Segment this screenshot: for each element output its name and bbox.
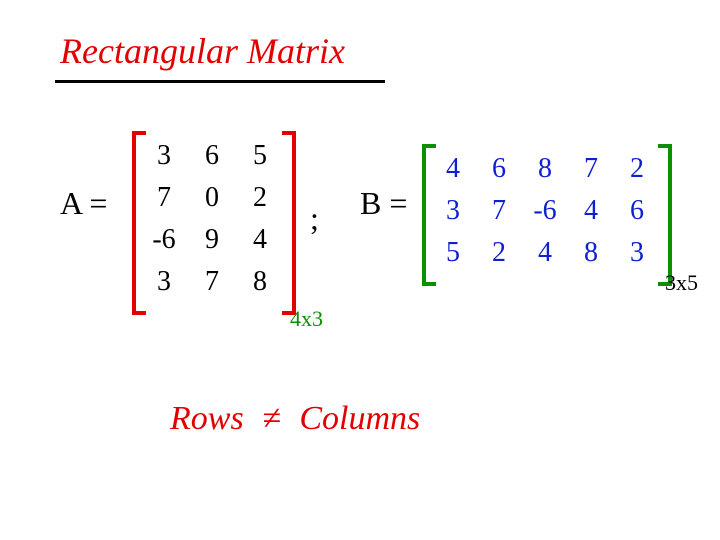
- matrix-cell: 6: [614, 190, 660, 232]
- matrix-cell: 4: [568, 190, 614, 232]
- matrix-cell: 8: [522, 148, 568, 190]
- matrix-cell: -6: [140, 219, 188, 261]
- footer-columns-text: Columns: [299, 400, 420, 437]
- matrix-b-right-bracket: [658, 144, 672, 286]
- page-title: Rectangular Matrix: [60, 30, 345, 72]
- matrix-a-right-bracket: [282, 131, 296, 315]
- matrix-cell: 8: [568, 232, 614, 274]
- matrix-cell: 7: [476, 190, 522, 232]
- matrix-cell: 6: [188, 135, 236, 177]
- matrix-b-dimension: 3x5: [665, 270, 698, 296]
- matrix-cell: 3: [430, 190, 476, 232]
- matrix-cell: 6: [476, 148, 522, 190]
- matrix-cell: 2: [236, 177, 284, 219]
- matrix-cell: 5: [236, 135, 284, 177]
- matrix-cell: 2: [614, 148, 660, 190]
- footer-rows-text: Rows: [170, 400, 244, 437]
- matrix-cell: 7: [140, 177, 188, 219]
- matrix-row: 702: [140, 177, 284, 219]
- matrix-a-dimension: 4x3: [290, 306, 323, 332]
- matrix-row: 46872: [430, 148, 660, 190]
- matrix-row: 365: [140, 135, 284, 177]
- separator-semicolon: ;: [310, 200, 319, 237]
- matrix-row: 52483: [430, 232, 660, 274]
- not-equal-icon: ≠: [252, 400, 291, 437]
- matrix-cell: 3: [140, 135, 188, 177]
- matrix-row: 37-646: [430, 190, 660, 232]
- matrix-b-label: B =: [360, 185, 407, 222]
- matrix-cell: -6: [522, 190, 568, 232]
- matrix-a-label: A =: [60, 185, 107, 222]
- matrix-cell: 5: [430, 232, 476, 274]
- matrix-a-body: 365702-694378: [140, 135, 284, 303]
- matrix-cell: 0: [188, 177, 236, 219]
- matrix-cell: 8: [236, 261, 284, 303]
- matrix-row: -694: [140, 219, 284, 261]
- matrix-cell: 3: [614, 232, 660, 274]
- matrix-b-body: 4687237-64652483: [430, 148, 660, 274]
- matrix-cell: 2: [476, 232, 522, 274]
- matrix-cell: 7: [188, 261, 236, 303]
- footer-statement: Rows ≠ Columns: [170, 400, 420, 438]
- matrix-cell: 4: [522, 232, 568, 274]
- matrix-row: 378: [140, 261, 284, 303]
- matrix-cell: 7: [568, 148, 614, 190]
- matrix-cell: 4: [236, 219, 284, 261]
- matrix-cell: 3: [140, 261, 188, 303]
- matrix-cell: 9: [188, 219, 236, 261]
- matrix-cell: 4: [430, 148, 476, 190]
- title-underline: [55, 80, 385, 83]
